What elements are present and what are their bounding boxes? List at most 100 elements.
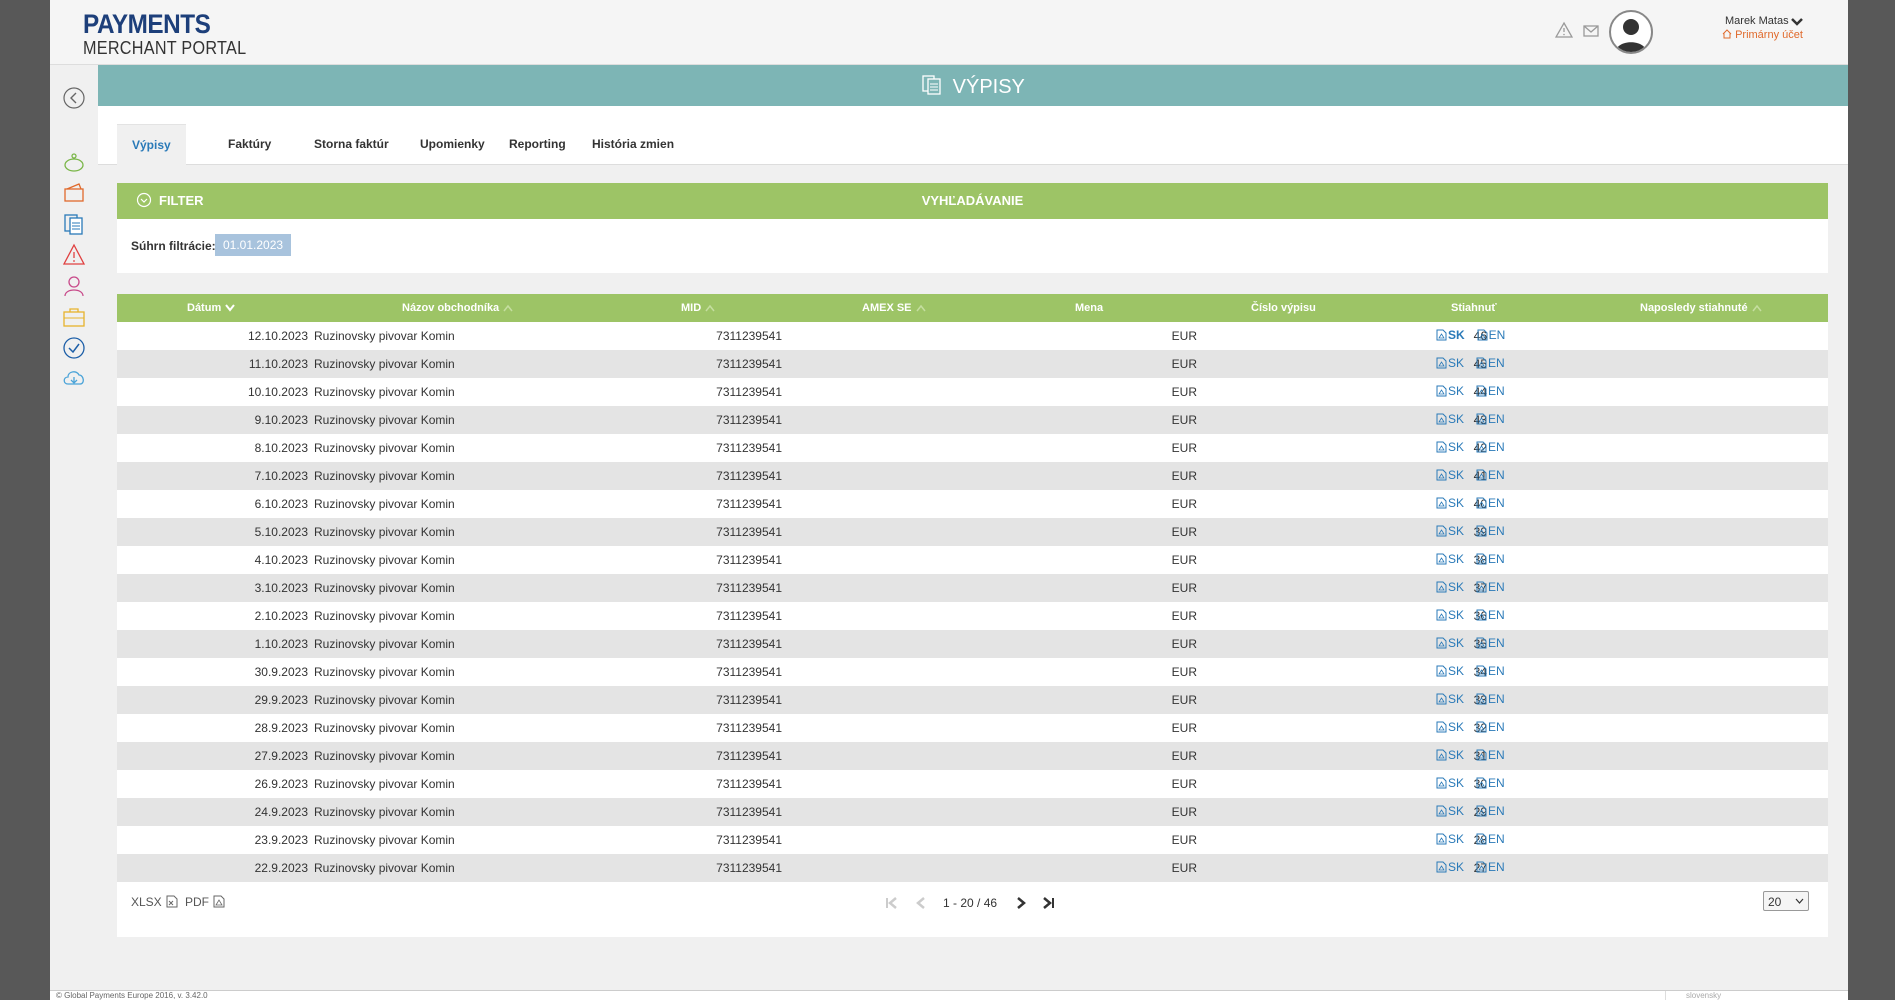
download-en-link[interactable]: EN xyxy=(1476,384,1505,398)
download-en-link[interactable]: EN xyxy=(1476,356,1505,370)
mail-icon[interactable] xyxy=(1582,21,1600,39)
download-sk-link[interactable]: SK xyxy=(1436,608,1464,622)
col-nazov-obchodnika[interactable]: Názov obchodníka xyxy=(402,302,513,314)
download-sk-link[interactable]: SK xyxy=(1436,636,1464,650)
tab-upomienky[interactable]: Upomienky xyxy=(420,137,485,151)
download-sk-link[interactable]: SK xyxy=(1436,412,1464,426)
tab-vypisy[interactable]: Výpisy xyxy=(117,124,186,165)
next-page-icon[interactable] xyxy=(1013,895,1029,911)
download-en-link[interactable]: EN xyxy=(1477,328,1505,342)
check-circle-icon[interactable] xyxy=(62,336,86,360)
filter-bar[interactable]: FILTER VYHĽADÁVANIE xyxy=(117,183,1828,219)
pdf-icon xyxy=(1436,552,1448,566)
wallet-icon[interactable] xyxy=(62,181,86,205)
pdf-icon xyxy=(1476,552,1488,566)
download-en-link[interactable]: EN xyxy=(1476,776,1505,790)
download-sk-link[interactable]: SK xyxy=(1436,328,1465,342)
download-sk-link[interactable]: SK xyxy=(1436,496,1464,510)
download-en-link[interactable]: EN xyxy=(1476,496,1505,510)
download-en-link[interactable]: EN xyxy=(1476,804,1505,818)
export-xlsx-button[interactable]: XLSX xyxy=(131,895,178,909)
pdf-icon xyxy=(1436,524,1448,538)
download-sk-link[interactable]: SK xyxy=(1436,776,1464,790)
table-row: 3.10.2023 Ruzinovsky pivovar Komin 7311239… xyxy=(117,574,1828,602)
pdf-icon xyxy=(1476,608,1488,622)
user-icon[interactable] xyxy=(62,274,86,298)
download-en-link[interactable]: EN xyxy=(1476,748,1505,762)
tab-historia-zmien[interactable]: História zmien xyxy=(592,137,675,151)
tab-faktury[interactable]: Faktúry xyxy=(228,137,272,151)
download-en-link[interactable]: EN xyxy=(1476,552,1505,566)
cloud-download-icon[interactable] xyxy=(62,366,86,390)
page-size-select[interactable]: 20 xyxy=(1763,891,1809,911)
table-body: 12.10.2023 Ruzinovsky pivovar Komin 731123… xyxy=(117,322,1828,882)
brand-line2[interactable]: MERCHANT PORTAL xyxy=(83,38,247,58)
download-sk-link[interactable]: SK xyxy=(1436,468,1464,482)
briefcase-icon[interactable] xyxy=(62,305,86,329)
brand-line1[interactable]: PAYMENTS xyxy=(83,9,211,39)
alert-icon[interactable] xyxy=(62,243,86,267)
col-naposledy-stiahnute[interactable]: Naposledy stiahnuté xyxy=(1640,302,1762,314)
back-arrow-icon[interactable] xyxy=(62,86,86,110)
pdf-icon xyxy=(1436,412,1448,426)
filter-chip[interactable]: 01.01.2023 xyxy=(215,234,292,256)
download-sk-link[interactable]: SK xyxy=(1436,860,1464,874)
tab-reporting[interactable]: Reporting xyxy=(509,137,566,151)
tab-storna-faktur[interactable]: Storna faktúr xyxy=(314,137,389,151)
download-sk-link[interactable]: SK xyxy=(1436,748,1464,762)
col-amex-se[interactable]: AMEX SE xyxy=(862,302,926,314)
download-en-link[interactable]: EN xyxy=(1476,412,1505,426)
download-sk-link[interactable]: SK xyxy=(1436,440,1464,454)
download-en-link[interactable]: EN xyxy=(1476,832,1505,846)
documents-icon[interactable] xyxy=(62,212,86,236)
avatar[interactable] xyxy=(1609,10,1653,54)
download-en-link[interactable]: EN xyxy=(1476,692,1505,706)
download-en-link[interactable]: EN xyxy=(1476,440,1505,454)
cell-currency: EUR xyxy=(1171,553,1197,567)
export-pdf-button[interactable]: PDF xyxy=(185,895,225,909)
last-page-icon[interactable] xyxy=(1040,895,1056,911)
download-en-link[interactable]: EN xyxy=(1476,720,1505,734)
user-name[interactable]: Marek Matas xyxy=(1725,15,1789,27)
col-mid[interactable]: MID xyxy=(681,302,715,314)
download-en-link[interactable]: EN xyxy=(1476,860,1505,874)
download-sk-link[interactable]: SK xyxy=(1436,384,1464,398)
cell-date: 26.9.2023 xyxy=(254,777,308,791)
download-en-link[interactable]: EN xyxy=(1476,580,1505,594)
download-sk-link[interactable]: SK xyxy=(1436,832,1464,846)
col-mena[interactable]: Mena xyxy=(1075,302,1104,314)
download-sk-link[interactable]: SK xyxy=(1436,552,1464,566)
download-sk-link[interactable]: SK xyxy=(1436,580,1464,594)
download-sk-link[interactable]: SK xyxy=(1436,356,1464,370)
content: Výpisy Faktúry Storna faktúr Upomienky R… xyxy=(98,106,1848,1000)
download-sk-link[interactable]: SK xyxy=(1436,692,1464,706)
download-en-link[interactable]: EN xyxy=(1476,468,1505,482)
download-sk-link[interactable]: SK xyxy=(1436,664,1464,678)
cell-merchant: Ruzinovsky pivovar Komin xyxy=(314,693,455,707)
col-cislo-vypisu[interactable]: Číslo výpisu xyxy=(1251,302,1316,314)
table-footer: XLSX PDF 1 - 20 / 46 20 xyxy=(117,875,1828,937)
filter-label[interactable]: FILTER xyxy=(159,193,204,208)
cell-merchant: Ruzinovsky pivovar Komin xyxy=(314,469,455,483)
prev-page-icon[interactable] xyxy=(913,895,929,911)
download-en-link[interactable]: EN xyxy=(1476,636,1505,650)
pdf-icon xyxy=(1436,356,1448,370)
download-en-link[interactable]: EN xyxy=(1476,664,1505,678)
filter-toggle-icon[interactable] xyxy=(136,192,152,211)
pdf-icon xyxy=(1436,776,1448,790)
piggy-bank-icon[interactable] xyxy=(62,151,86,175)
language-select[interactable]: slovensky xyxy=(1665,991,1845,1000)
download-en-link[interactable]: EN xyxy=(1476,524,1505,538)
chevron-down-icon[interactable] xyxy=(1790,15,1804,34)
download-sk-link[interactable]: SK xyxy=(1436,524,1464,538)
cell-date: 24.9.2023 xyxy=(254,805,308,819)
user-role[interactable]: Primárny účet xyxy=(1722,29,1803,41)
col-datum[interactable]: Dátum xyxy=(187,302,236,314)
download-en-link[interactable]: EN xyxy=(1476,608,1505,622)
cell-mid: 7311239541 xyxy=(716,385,782,399)
table-row: 10.10.2023 Ruzinovsky pivovar Komin 731123… xyxy=(117,378,1828,406)
first-page-icon[interactable] xyxy=(884,895,900,911)
download-sk-link[interactable]: SK xyxy=(1436,720,1464,734)
warning-icon[interactable] xyxy=(1554,21,1574,39)
download-sk-link[interactable]: SK xyxy=(1436,804,1464,818)
